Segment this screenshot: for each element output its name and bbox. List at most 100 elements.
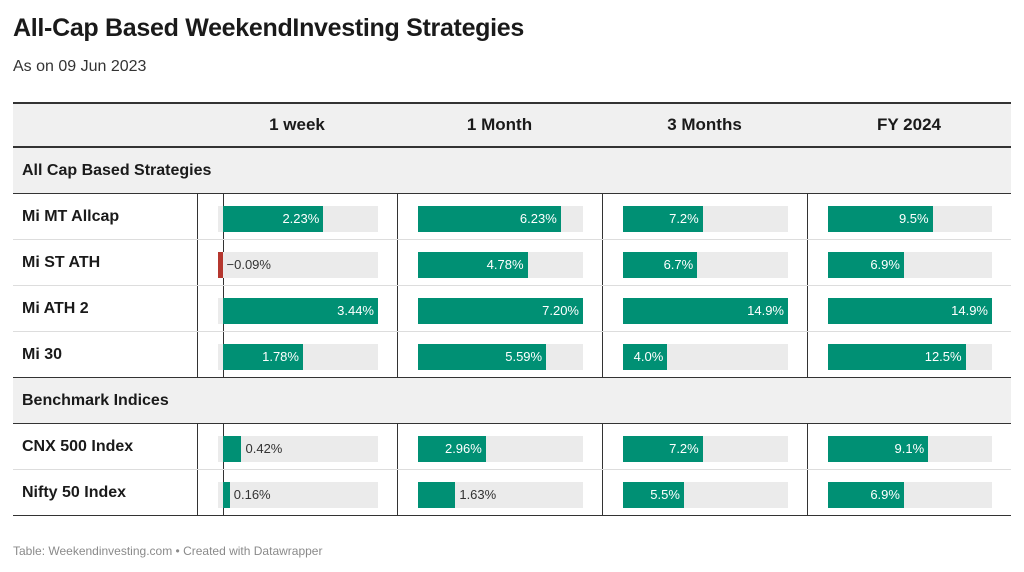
bar-track: 5.59% (418, 344, 583, 370)
bar-mark (828, 482, 904, 508)
row-name: Mi MT Allcap (22, 207, 120, 225)
row-name: Mi 30 (22, 345, 63, 363)
bar-value-label: 7.20% (542, 303, 579, 318)
bar-mark (222, 298, 378, 324)
header-1-month: 1 Month (466, 115, 533, 134)
bar-track: 7.20% (418, 298, 583, 324)
bar-mark (623, 344, 668, 370)
bar-track: 0.42% (218, 436, 378, 462)
bar-mark (828, 344, 966, 370)
bar-cell: 2.23% (197, 194, 397, 239)
bar-value-label: −0.09% (226, 257, 271, 272)
bar-track: 6.9% (828, 252, 992, 278)
bar-value-label: 3.44% (337, 303, 374, 318)
table-row: Mi 30 1.78% 5.59% 4.0% 12.5% (13, 332, 1011, 378)
bar-value-label: 1.63% (459, 487, 497, 502)
bar-value-label: 14.9% (747, 303, 784, 318)
bar-track: 0.16% (218, 482, 378, 508)
bar-value-label: 2.23% (282, 211, 320, 226)
bar-track: 6.7% (623, 252, 788, 278)
bar-track: 6.23% (418, 206, 583, 232)
bar-mark (623, 252, 698, 278)
bar-value-label: 0.42% (245, 441, 283, 456)
header-fy-2024: FY 2024 (877, 115, 941, 134)
bar-track: 4.0% (623, 344, 788, 370)
table-row: Nifty 50 Index 0.16% 1.63% 5.5% 6.9% (13, 470, 1011, 516)
bar-mark (418, 252, 528, 278)
bar-mark (222, 482, 230, 508)
bar-cell: 9.1% (807, 424, 1011, 469)
group-label: All Cap Based Strategies (22, 161, 212, 179)
bar-cell: 9.5% (807, 194, 1011, 239)
row-name: Mi ST ATH (22, 253, 101, 271)
bar-cell: 4.0% (602, 332, 807, 377)
bar-cell: 14.9% (602, 286, 807, 331)
group-header: Benchmark Indices (13, 378, 1011, 424)
bar-mark (623, 482, 684, 508)
bar-cell: 1.78% (197, 332, 397, 377)
bar-track: 6.9% (828, 482, 992, 508)
group-header: All Cap Based Strategies (13, 148, 1011, 194)
bar-cell: 7.20% (397, 286, 602, 331)
bar-mark (418, 206, 561, 232)
bar-value-label: 12.5% (924, 349, 962, 364)
bar-value-label: 7.2% (669, 441, 699, 456)
bar-mark (828, 206, 933, 232)
bar-value-label: 6.9% (870, 257, 900, 272)
bar-cell: 0.42% (197, 424, 397, 469)
row-name: CNX 500 Index (22, 437, 134, 455)
bar-cell: 12.5% (807, 332, 1011, 377)
bar-cell: 7.2% (602, 424, 807, 469)
bar-track: 5.5% (623, 482, 788, 508)
bar-mark (218, 252, 223, 278)
table-row: Mi MT Allcap 2.23% 6.23% 7.2% 9.5% (13, 194, 1011, 240)
table-header: 1 week 1 Month 3 Months FY 2024 (13, 102, 1011, 148)
bar-cell: 7.2% (602, 194, 807, 239)
bar-track: −0.09% (218, 252, 378, 278)
bar-cell: −0.09% (197, 240, 397, 285)
chart-title: All-Cap Based WeekendInvesting Strategie… (13, 14, 525, 42)
bar-value-label: 4.0% (633, 349, 664, 364)
bar-mark (222, 436, 242, 462)
bar-value-label: 14.9% (951, 303, 988, 318)
footer-credit: Table: Weekendinvesting.com • Created wi… (13, 544, 323, 558)
table-row: CNX 500 Index 0.42% 2.96% 7.2% 9.1% (13, 424, 1011, 470)
bar-cell: 6.9% (807, 240, 1011, 285)
bar-cell: 2.96% (397, 424, 602, 469)
bar-value-label: 6.7% (663, 257, 694, 272)
bar-track: 14.9% (828, 298, 992, 324)
bar-mark (623, 206, 703, 232)
bar-mark (623, 436, 703, 462)
bar-track: 9.1% (828, 436, 992, 462)
bar-value-label: 4.78% (486, 257, 524, 272)
row-name: Nifty 50 Index (22, 483, 127, 501)
bar-value-label: 5.59% (505, 349, 543, 364)
bar-value-label: 7.2% (669, 211, 699, 226)
bar-track: 1.63% (418, 482, 583, 508)
bar-value-label: 5.5% (650, 487, 680, 502)
bar-track: 2.23% (218, 206, 378, 232)
header-1-week: 1 week (269, 115, 325, 134)
table-body: All Cap Based Strategies Mi MT Allcap 2.23… (13, 148, 1011, 516)
chart-subtitle: As on 09 Jun 2023 (13, 58, 147, 75)
bar-mark (418, 298, 583, 324)
bar-value-label: 6.23% (519, 211, 557, 226)
header-3-months: 3 Months (667, 115, 742, 134)
bar-mark (418, 482, 456, 508)
bar-cell: 4.78% (397, 240, 602, 285)
bar-track: 14.9% (623, 298, 788, 324)
bar-cell: 6.23% (397, 194, 602, 239)
bar-mark (222, 344, 303, 370)
bar-track: 7.2% (623, 436, 788, 462)
bar-mark (623, 298, 788, 324)
bar-track: 2.96% (418, 436, 583, 462)
row-name: Mi ATH 2 (22, 299, 89, 317)
bar-track: 12.5% (828, 344, 992, 370)
bar-cell: 0.16% (197, 470, 397, 515)
bar-value-label: 9.1% (894, 441, 925, 456)
bar-value-label: 0.16% (233, 487, 271, 502)
bar-cell: 5.59% (397, 332, 602, 377)
table-row: Mi ST ATH −0.09% 4.78% 6.7% 6.9% (13, 240, 1011, 286)
bar-mark (418, 344, 547, 370)
bar-track: 3.44% (218, 298, 378, 324)
